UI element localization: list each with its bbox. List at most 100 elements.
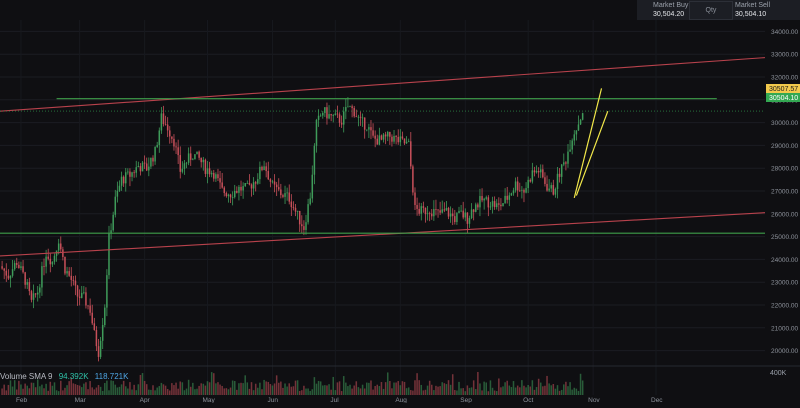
candle-body [183, 163, 186, 169]
month-tick-label: Apr [140, 397, 151, 403]
candle-body [428, 213, 431, 215]
candle-body [85, 292, 87, 306]
month-tick-label: Dec [651, 397, 663, 403]
volume-bar [443, 383, 446, 395]
volume-bar [487, 391, 490, 395]
candle-body [254, 182, 257, 184]
volume-bar [275, 375, 278, 395]
volume-bar [280, 381, 282, 395]
month-tick-label: Jun [267, 397, 278, 403]
volume-bar [250, 382, 253, 395]
volume-bar [118, 386, 121, 395]
candle-body [330, 114, 332, 116]
candle-body [305, 222, 307, 230]
volume-bar [502, 386, 504, 395]
volume-bar [393, 382, 395, 395]
price-axis[interactable]: 20000.00 21000.00 22000.00 23000.00 24000.00… [771, 29, 798, 355]
volume-bar [317, 380, 320, 395]
volume-bar [70, 377, 73, 395]
volume-bar [458, 381, 460, 395]
volume-bar [198, 385, 200, 395]
volume-bar [200, 383, 202, 395]
volume-bar [292, 386, 295, 395]
candle-body [460, 210, 462, 212]
volume-bar [439, 386, 441, 395]
candle-body [468, 218, 471, 224]
volume-bar [213, 373, 215, 395]
candle-body [342, 111, 345, 125]
volume-bar [257, 387, 259, 395]
candle-body [91, 312, 93, 324]
quantity-input[interactable]: Qty [689, 1, 733, 20]
market-buy-button[interactable]: Market Buy 30,504.20 [653, 1, 688, 19]
volume-bar [154, 390, 156, 395]
candle-body [359, 116, 362, 118]
volume-bar [164, 385, 167, 395]
candle-body [560, 164, 563, 177]
volume-bar [240, 382, 242, 395]
order-panel: Market Buy 30,504.20 Qty Market Sell 30,… [637, 0, 800, 20]
candle-body [261, 166, 263, 171]
month-tick-label: Mar [75, 397, 87, 403]
volume-bar [449, 384, 452, 395]
volume-legend[interactable]: Volume SMA 9 94.392K 118.721K [0, 372, 128, 381]
volume-bar [330, 389, 332, 395]
candle-body [519, 190, 521, 192]
volume-bar [286, 386, 288, 395]
candle-body [298, 210, 301, 225]
trendlines[interactable] [0, 57, 766, 257]
candle-body [563, 162, 565, 165]
candle-body [449, 213, 452, 217]
candle-body [502, 203, 504, 207]
volume-bar [334, 390, 337, 395]
candle-body [133, 172, 135, 174]
candle-body [66, 271, 68, 274]
volume-bar [110, 380, 112, 395]
candle-body [83, 292, 85, 294]
volume-bar [514, 387, 517, 395]
candle-body [5, 270, 8, 276]
month-tick-label: Aug [395, 397, 407, 403]
candle-body [418, 208, 420, 214]
volume-bar [386, 372, 389, 395]
candle-body [41, 266, 43, 288]
volume-bar [498, 378, 500, 395]
volume-bar [401, 381, 404, 395]
volume-bar [26, 385, 29, 395]
candle-body [53, 255, 56, 262]
candle-body [45, 256, 47, 267]
candle-body [32, 293, 35, 300]
candle-body [116, 190, 119, 197]
candle-body [493, 201, 496, 208]
volume-bar [366, 382, 368, 395]
candle-body [328, 114, 330, 119]
volume-bar [114, 384, 117, 395]
volume-bar [76, 385, 79, 395]
volume-bar [414, 380, 416, 395]
volume-bar [472, 380, 475, 395]
price-tags: 30507.57 30504.10 400K [766, 84, 800, 377]
volume-bar [175, 382, 177, 395]
candle-body [206, 168, 209, 174]
candle-body [160, 113, 163, 131]
trendline-channel-lower [0, 212, 766, 257]
time-axis[interactable]: Feb Mar Apr May Jun Jul Aug Sep Oct Nov Dec [16, 397, 663, 404]
volume-bar [91, 387, 93, 395]
volume-bar [516, 385, 519, 395]
candle-body [204, 159, 207, 174]
candle-body [110, 230, 112, 234]
volume-bar [5, 390, 8, 395]
volume-bar [244, 375, 246, 395]
candle-body [89, 305, 91, 313]
market-sell-button[interactable]: Market Sell 30,504.10 [735, 1, 770, 19]
candle-body [169, 130, 171, 137]
candle-body [137, 166, 140, 168]
volume-bar [544, 385, 546, 395]
candle-body [173, 138, 175, 147]
volume-bar [57, 391, 60, 395]
volume-bar [573, 387, 576, 395]
volume-bar [47, 390, 49, 395]
volume-bar [303, 385, 305, 395]
